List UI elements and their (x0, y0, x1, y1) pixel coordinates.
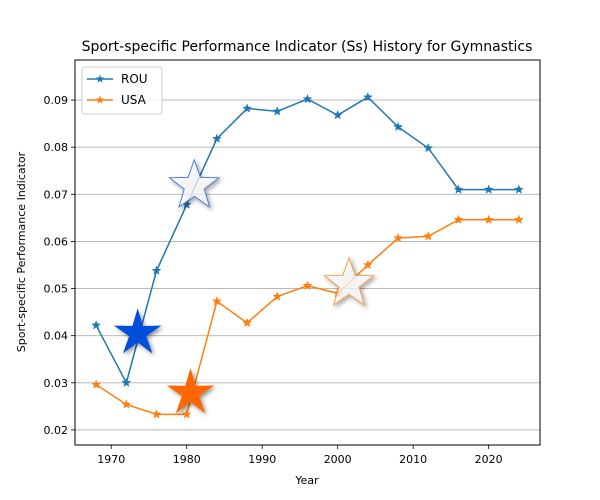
y-tick-label: 0.06 (44, 235, 69, 248)
outline-star-marker (168, 158, 221, 209)
y-axis-ticks: 0.02 0.03 0.04 0.05 0.06 0.07 0.08 0.09 (44, 94, 75, 437)
data-point-rou (302, 93, 313, 104)
x-tick-label: 1970 (97, 453, 125, 466)
legend: ROU USA (81, 66, 163, 115)
data-point-rou (362, 92, 373, 102)
data-point-rou (393, 121, 404, 132)
x-tick-label: 2020 (475, 453, 503, 466)
data-point-rou (151, 265, 162, 275)
data-point-usa (423, 231, 434, 241)
x-axis-ticks: 1970 1980 1990 2000 2010 2020 (97, 445, 503, 466)
y-tick-label: 0.04 (44, 330, 69, 343)
data-point-rou (121, 377, 132, 388)
y-tick-label: 0.05 (44, 283, 69, 296)
filled-star-marker (166, 368, 215, 414)
data-point-rou (423, 142, 434, 153)
data-point-rou (453, 184, 464, 194)
y-tick-label: 0.08 (44, 141, 69, 154)
y-tick-label: 0.07 (44, 188, 69, 201)
legend-label: ROU (121, 72, 148, 86)
data-point-rou (483, 184, 494, 194)
y-tick-label: 0.03 (44, 377, 69, 390)
data-point-usa (453, 214, 464, 224)
filled-star-marker (113, 308, 162, 354)
data-point-rou (272, 106, 283, 116)
data-point-usa (362, 259, 373, 270)
x-tick-label: 2010 (399, 453, 427, 466)
outline-star-marker (322, 256, 376, 307)
legend-marker (95, 95, 105, 104)
x-tick-label: 1990 (248, 453, 276, 466)
y-tick-label: 0.09 (44, 94, 69, 107)
data-point-usa (91, 379, 102, 389)
data-point-usa (211, 296, 222, 306)
plot-frame (74, 59, 541, 446)
series-line-rou (95, 96, 519, 385)
data-point-rou (211, 133, 222, 143)
data-point-usa (483, 214, 494, 224)
data-point-usa (151, 409, 162, 419)
data-point-rou (332, 109, 343, 120)
data-point-usa (181, 409, 192, 419)
data-point-usa (513, 214, 524, 224)
gridlines (75, 99, 540, 431)
chart-title: Sport-specific Performance Indicator (Ss… (82, 39, 533, 55)
data-point-usa (302, 280, 313, 290)
y-axis-label: Sport-specific Performance Indicator (15, 151, 28, 352)
data-point-rou (513, 184, 524, 194)
data-point-usa (121, 399, 132, 409)
annotation-layer (113, 158, 376, 414)
data-point-usa (393, 232, 404, 243)
data-point-rou (242, 103, 253, 113)
legend-marker (95, 74, 105, 83)
x-axis-label: Year (294, 474, 319, 487)
data-point-rou (91, 320, 102, 330)
series-line-usa (95, 219, 519, 416)
legend-label: USA (121, 93, 147, 107)
x-tick-label: 2000 (324, 453, 352, 466)
x-tick-label: 1980 (173, 453, 201, 466)
data-point-usa (272, 291, 283, 301)
y-tick-label: 0.02 (44, 424, 69, 437)
data-point-usa (242, 317, 253, 328)
series-layer (91, 92, 524, 419)
